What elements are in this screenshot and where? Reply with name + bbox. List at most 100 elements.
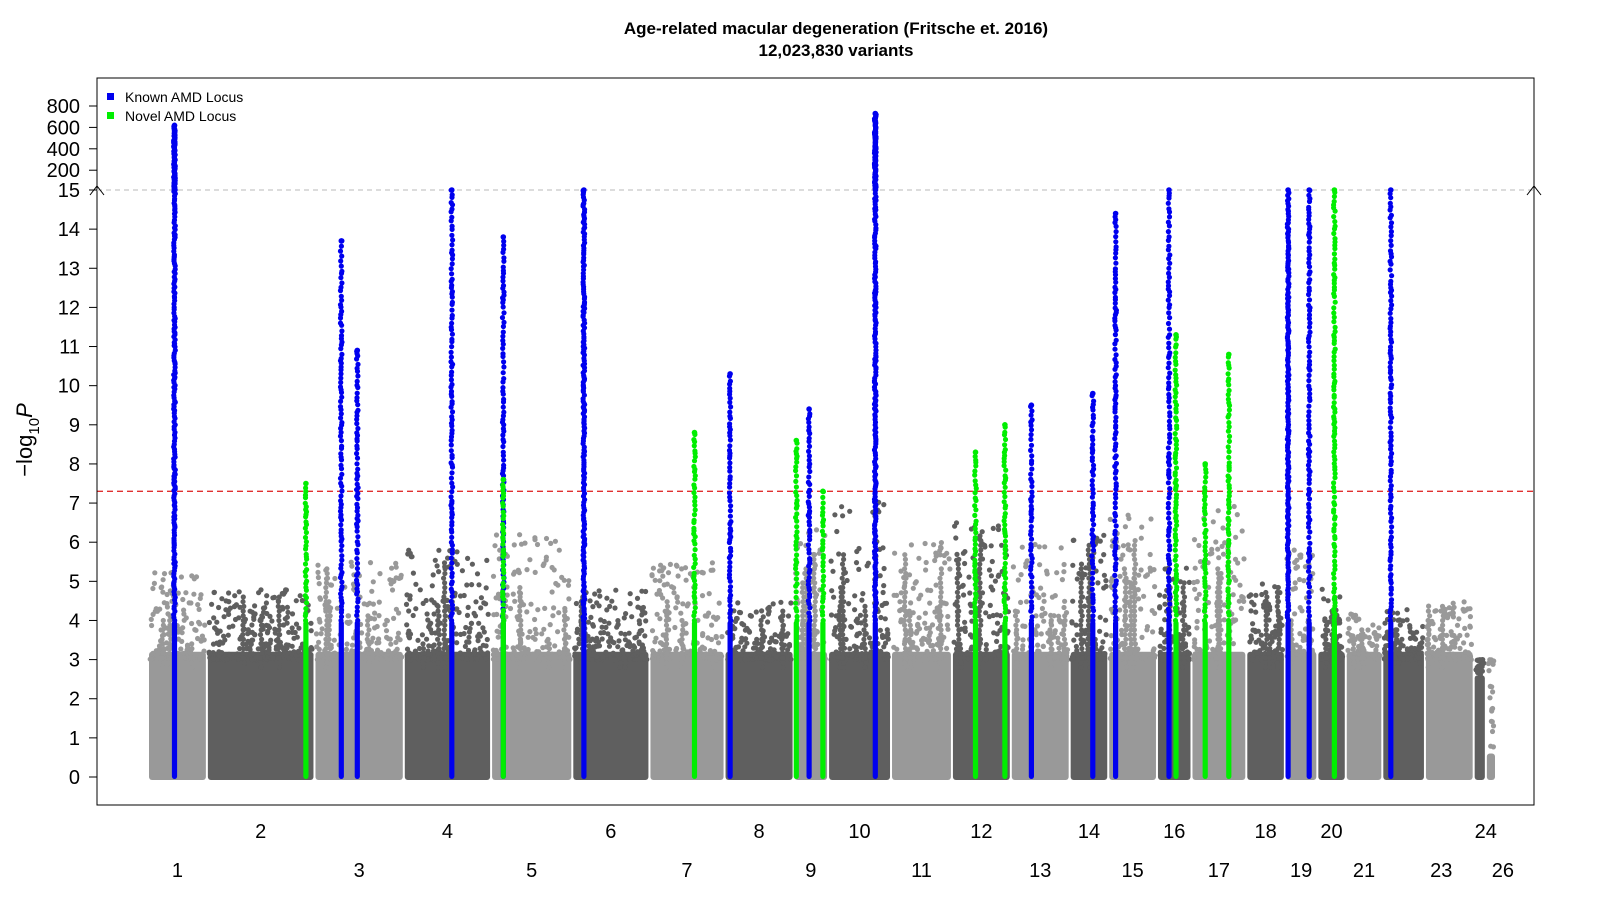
point — [939, 570, 945, 577]
point — [435, 636, 441, 642]
point — [673, 647, 679, 653]
point — [885, 636, 891, 642]
point — [317, 596, 324, 602]
point — [839, 594, 845, 600]
point — [198, 638, 204, 644]
point — [727, 526, 733, 532]
point — [1128, 585, 1134, 591]
point — [323, 641, 329, 647]
point — [1041, 592, 1047, 598]
point — [289, 629, 295, 636]
point — [431, 611, 437, 617]
point — [354, 565, 360, 572]
point — [813, 527, 820, 533]
point — [413, 581, 419, 587]
point — [1449, 639, 1455, 646]
point — [275, 603, 281, 610]
point — [748, 652, 754, 658]
point — [484, 636, 490, 643]
point — [160, 577, 166, 583]
point — [393, 606, 399, 612]
point — [427, 622, 433, 628]
point — [664, 613, 670, 619]
locus-stem — [581, 620, 587, 779]
point — [691, 589, 698, 595]
point — [478, 605, 484, 611]
point — [954, 580, 961, 586]
point — [1392, 641, 1398, 647]
point — [258, 664, 264, 671]
point — [1085, 641, 1092, 647]
point — [1052, 593, 1058, 599]
point — [1217, 599, 1223, 605]
point — [354, 390, 360, 396]
point — [1275, 632, 1281, 638]
point — [276, 608, 282, 614]
point — [276, 613, 282, 619]
point — [1292, 585, 1298, 591]
point — [956, 556, 962, 563]
point — [1467, 623, 1473, 629]
point — [266, 645, 272, 651]
point — [758, 655, 764, 661]
point — [302, 561, 309, 567]
point — [1131, 632, 1137, 638]
point — [384, 634, 390, 641]
point — [1121, 566, 1127, 572]
point — [1122, 589, 1128, 595]
point — [1426, 632, 1432, 638]
point — [632, 644, 638, 651]
point — [397, 637, 403, 643]
point — [1475, 669, 1481, 675]
point — [235, 652, 241, 658]
point — [607, 603, 613, 610]
point — [358, 657, 365, 663]
point — [449, 261, 455, 267]
point — [354, 539, 360, 545]
point — [894, 592, 900, 599]
point — [592, 644, 598, 650]
point — [1427, 655, 1433, 661]
point — [285, 609, 291, 616]
point — [500, 482, 506, 488]
point — [421, 650, 427, 656]
locus-chr8-known — [726, 371, 734, 779]
point — [675, 573, 681, 579]
point — [436, 641, 442, 647]
point — [480, 625, 486, 631]
point — [440, 650, 447, 656]
point — [1078, 608, 1084, 614]
point — [811, 552, 818, 558]
point — [1132, 566, 1138, 572]
point — [946, 556, 952, 562]
point — [863, 622, 869, 628]
point — [1013, 632, 1020, 638]
point — [441, 599, 447, 605]
point — [1407, 623, 1413, 629]
point — [461, 592, 467, 599]
point — [907, 646, 913, 652]
point — [1359, 627, 1365, 633]
point — [1446, 656, 1452, 662]
point — [1267, 660, 1273, 666]
point — [355, 570, 361, 576]
point — [1160, 657, 1166, 663]
point — [258, 660, 264, 666]
point — [927, 625, 933, 631]
point — [1181, 632, 1187, 638]
point — [377, 571, 383, 577]
point — [1239, 657, 1245, 663]
point — [534, 541, 541, 548]
point — [516, 664, 522, 671]
point — [978, 542, 984, 548]
point — [552, 643, 558, 649]
point — [627, 591, 633, 597]
point — [562, 622, 569, 628]
point — [161, 646, 167, 652]
point — [800, 627, 806, 633]
point — [719, 634, 725, 640]
point — [338, 438, 344, 444]
point — [461, 631, 467, 637]
point — [933, 582, 939, 588]
point — [841, 580, 847, 586]
